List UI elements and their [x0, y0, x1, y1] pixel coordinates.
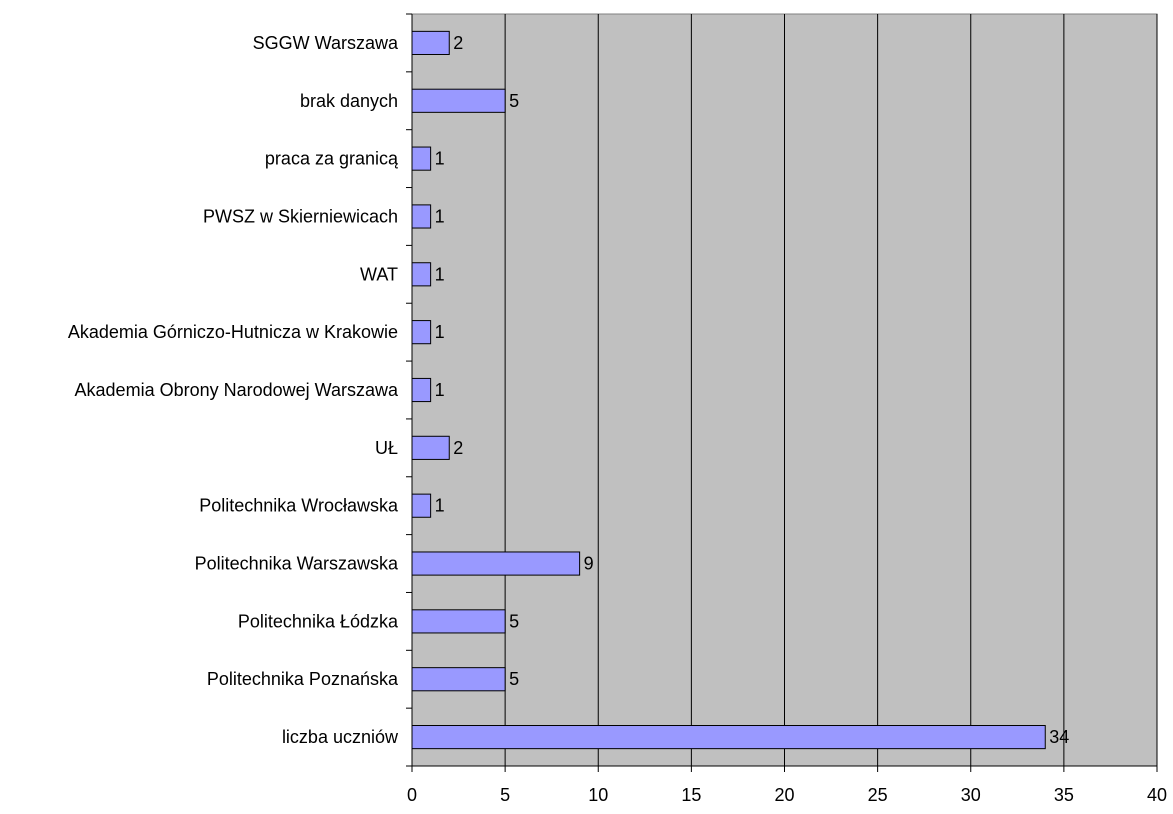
category-label: Politechnika Łódzka	[238, 611, 399, 631]
data-label: 1	[435, 496, 445, 516]
category-label: Politechnika Poznańska	[207, 669, 399, 689]
bar	[411, 146, 432, 171]
bar	[411, 377, 432, 403]
data-label: 5	[509, 669, 519, 689]
data-label: 2	[453, 438, 463, 458]
tick-label: 5	[500, 785, 510, 805]
bar	[411, 320, 432, 345]
bar	[411, 435, 450, 460]
tick-label: 10	[588, 785, 608, 805]
tick-label: 40	[1147, 785, 1167, 805]
data-label: 5	[509, 611, 519, 631]
bar	[411, 609, 506, 634]
tick-label: 20	[774, 785, 794, 805]
category-label: Politechnika Warszawska	[195, 554, 399, 574]
category-label: Politechnika Wrocławska	[199, 496, 399, 516]
category-label: praca za granicą	[265, 149, 399, 169]
data-label: 9	[584, 554, 594, 574]
data-label: 1	[435, 264, 445, 284]
category-axis: SGGW Warszawa brak danych praca za granicą…	[68, 13, 413, 767]
category-label: PWSZ w Skierniewicach	[203, 206, 398, 226]
data-label: 1	[435, 380, 445, 400]
bar	[411, 667, 506, 692]
bar	[411, 493, 432, 518]
category-label: liczba uczniów	[282, 727, 399, 747]
category-label: SGGW Warszawa	[253, 33, 399, 53]
bars	[411, 30, 1046, 750]
value-labels: 2 5 1 1 1 1 1 2 1 9 5 5 34	[435, 33, 1070, 747]
data-label: 34	[1049, 727, 1069, 747]
tick-label: 35	[1054, 785, 1074, 805]
category-label: Akademia Obrony Narodowej Warszawa	[75, 380, 399, 400]
bar	[411, 204, 432, 229]
data-label: 1	[435, 206, 445, 226]
bar	[411, 262, 432, 287]
grid-lines	[504, 14, 1158, 766]
value-axis: 0 5 10 15 20 25 30 35 40	[407, 765, 1167, 805]
bar	[411, 551, 581, 576]
data-label: 5	[509, 91, 519, 111]
category-label: UŁ	[375, 438, 398, 458]
data-label: 1	[435, 322, 445, 342]
tick-label: 30	[961, 785, 981, 805]
category-label: Akademia Górniczo-Hutnicza w Krakowie	[68, 322, 398, 342]
data-label: 2	[453, 33, 463, 53]
bar	[411, 30, 450, 55]
tick-label: 15	[681, 785, 701, 805]
bar	[411, 88, 506, 113]
tick-label: 25	[868, 785, 888, 805]
data-label: 1	[435, 149, 445, 169]
bar	[411, 725, 1046, 750]
category-label: WAT	[360, 264, 398, 284]
tick-label: 0	[407, 785, 417, 805]
category-label: brak danych	[300, 91, 398, 111]
